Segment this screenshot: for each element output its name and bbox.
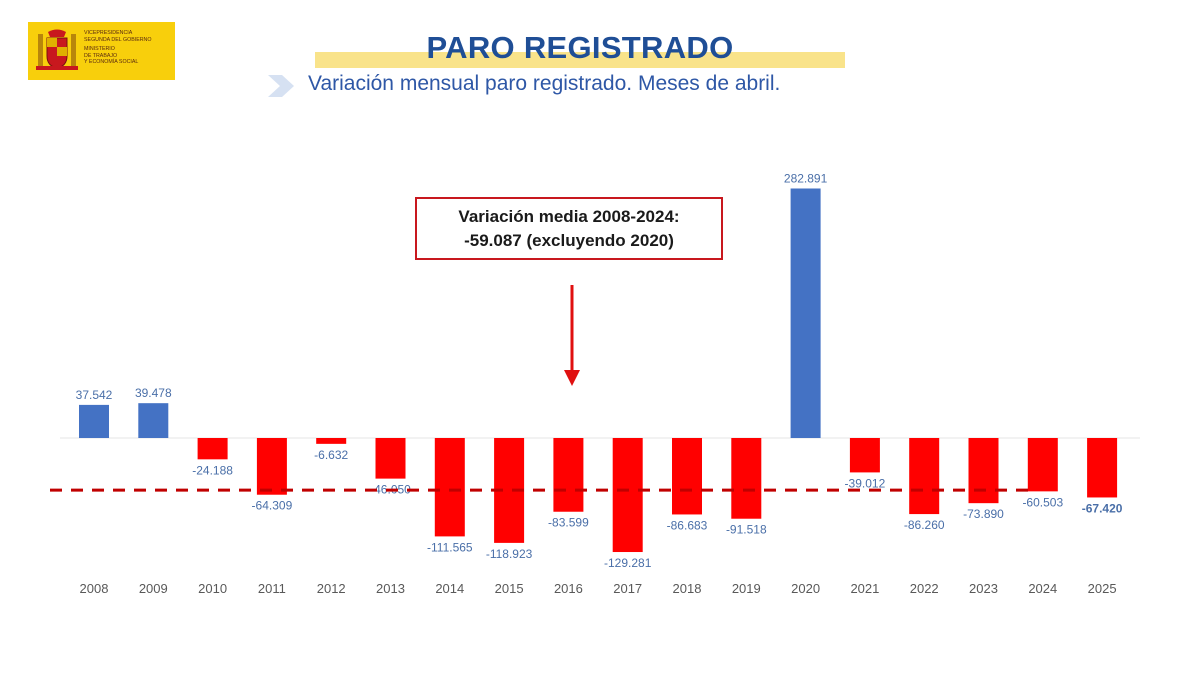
x-tick-label-2020: 2020 xyxy=(791,581,820,596)
x-tick-label-2008: 2008 xyxy=(80,581,109,596)
bar-2021 xyxy=(849,438,880,473)
bar-2023 xyxy=(968,438,999,504)
data-label-2018: -86.683 xyxy=(667,518,708,532)
coat-of-arms-icon xyxy=(36,29,78,70)
x-tick-label-2021: 2021 xyxy=(850,581,879,596)
x-tick-label-2013: 2013 xyxy=(376,581,405,596)
average-callout: Variación media 2008-2024: -59.087 (excl… xyxy=(415,197,723,260)
bar-2022 xyxy=(909,438,940,515)
bar-2008 xyxy=(79,404,109,438)
bar-2025 xyxy=(1087,438,1118,498)
bar-2014 xyxy=(434,438,465,537)
data-label-2021: -39.012 xyxy=(845,476,886,490)
bar-2016 xyxy=(553,438,584,512)
data-label-2022: -86.260 xyxy=(904,518,945,532)
logo-text: VICEPRESIDENCIA SEGUNDA DEL GOBIERNO MIN… xyxy=(84,30,152,66)
x-tick-label-2023: 2023 xyxy=(969,581,998,596)
data-label-2025: -67.420 xyxy=(1082,501,1123,515)
x-tick-label-2024: 2024 xyxy=(1028,581,1057,596)
bar-2010 xyxy=(197,438,228,460)
x-tick-label-2014: 2014 xyxy=(435,581,464,596)
data-label-2008: 37.542 xyxy=(76,388,113,402)
bar-2017 xyxy=(612,438,643,553)
bar-2011 xyxy=(256,438,287,495)
title-highlight-band xyxy=(315,52,845,68)
bar-2020 xyxy=(790,188,821,438)
x-tick-label-2018: 2018 xyxy=(673,581,702,596)
x-tick-label-2011: 2011 xyxy=(258,581,286,596)
x-tick-label-2019: 2019 xyxy=(732,581,761,596)
bar-2012 xyxy=(316,438,347,444)
x-tick-label-2017: 2017 xyxy=(613,581,642,596)
data-label-2009: 39.478 xyxy=(135,386,172,400)
data-label-2015: -118.923 xyxy=(486,547,533,561)
data-label-2023: -73.890 xyxy=(963,507,1004,521)
x-tick-label-2022: 2022 xyxy=(910,581,939,596)
data-label-2014: -111.565 xyxy=(427,540,473,554)
x-tick-label-2012: 2012 xyxy=(317,581,346,596)
page-subtitle: Variación mensual paro registrado. Meses… xyxy=(308,72,781,95)
government-logo: VICEPRESIDENCIA SEGUNDA DEL GOBIERNO MIN… xyxy=(28,22,175,80)
page-title: PARO REGISTRADO xyxy=(426,30,734,65)
data-label-2019: -91.518 xyxy=(726,523,767,537)
bar-2018 xyxy=(672,438,702,515)
callout-line-2: -59.087 (excluyendo 2020) xyxy=(464,231,674,250)
bar-2009 xyxy=(138,403,169,438)
data-label-2024: -60.503 xyxy=(1022,495,1063,509)
bar-2019 xyxy=(731,438,762,519)
data-label-2012: -6.632 xyxy=(314,448,348,462)
callout-arrow-head-icon xyxy=(564,370,580,386)
data-label-2017: -129.281 xyxy=(604,556,652,570)
x-tick-label-2010: 2010 xyxy=(198,581,227,596)
x-tick-label-2015: 2015 xyxy=(495,581,524,596)
callout-line-1: Variación media 2008-2024: xyxy=(458,207,680,226)
data-label-2010: -24.188 xyxy=(192,463,233,477)
data-label-2016: -83.599 xyxy=(548,516,589,530)
x-tick-label-2025: 2025 xyxy=(1088,581,1117,596)
x-tick-label-2009: 2009 xyxy=(139,581,168,596)
data-label-2020: 282.891 xyxy=(784,171,828,185)
bar-2013 xyxy=(375,438,406,479)
bar-2024 xyxy=(1027,438,1058,492)
chevron-right-icon xyxy=(268,75,294,97)
x-tick-label-2016: 2016 xyxy=(554,581,583,596)
data-label-2011: -64.309 xyxy=(252,499,293,513)
